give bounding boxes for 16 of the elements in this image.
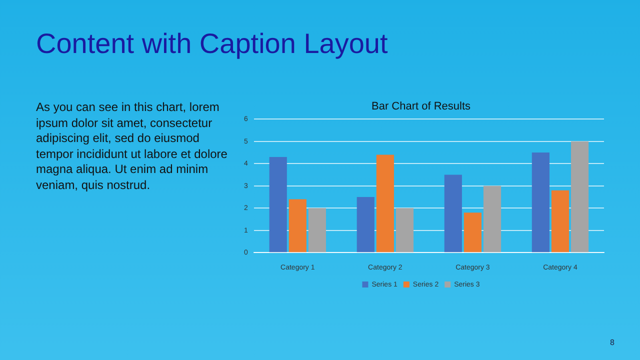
bar: [483, 186, 502, 252]
bar: [396, 208, 414, 252]
bar: [376, 154, 394, 252]
text: As you can see in this chart, lorem ipsum dolor sit amet, consectetur adipiscing elit, sed do eiusmod tempor incididunt ut labore et dolore magna aliqua. Ut enim ad minim veniam, quis nostrud.: [36, 100, 228, 193]
bar: [444, 174, 462, 252]
text: Content with Caption Layout: [36, 28, 388, 60]
bar: [570, 141, 589, 252]
bar: [269, 156, 287, 252]
bar: [464, 212, 482, 252]
chart-title: Bar Chart of Results: [371, 100, 472, 113]
bar: [551, 190, 570, 252]
text: 8: [610, 338, 614, 347]
bar: [288, 199, 306, 252]
bar: [308, 208, 326, 252]
bar: [356, 197, 374, 252]
bar: [532, 152, 550, 252]
